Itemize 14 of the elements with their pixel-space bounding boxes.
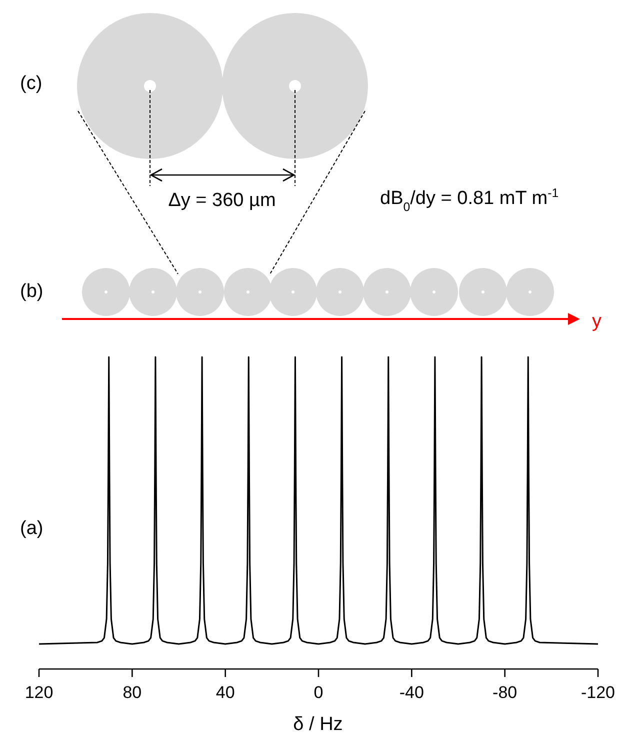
x-tick-label: 0 (314, 683, 324, 702)
x-axis-title: δ / Hz (293, 714, 343, 735)
x-tick-label: -80 (492, 683, 518, 702)
text: (b) (20, 281, 44, 302)
x-tick-label: 80 (122, 683, 142, 702)
annotation: (a) (20, 518, 44, 539)
text: y (592, 311, 602, 332)
x-tick-label: -120 (580, 683, 616, 702)
text: Δy = 360 µm (168, 190, 276, 211)
text: (c) (20, 73, 42, 94)
x-tick-label: 40 (216, 683, 235, 702)
x-tick-label: -40 (399, 683, 424, 702)
x-tick-label: 120 (24, 683, 54, 702)
text: dB$_{0}$/dy = 0.81 mT m$^{-1}$ (380, 186, 559, 214)
